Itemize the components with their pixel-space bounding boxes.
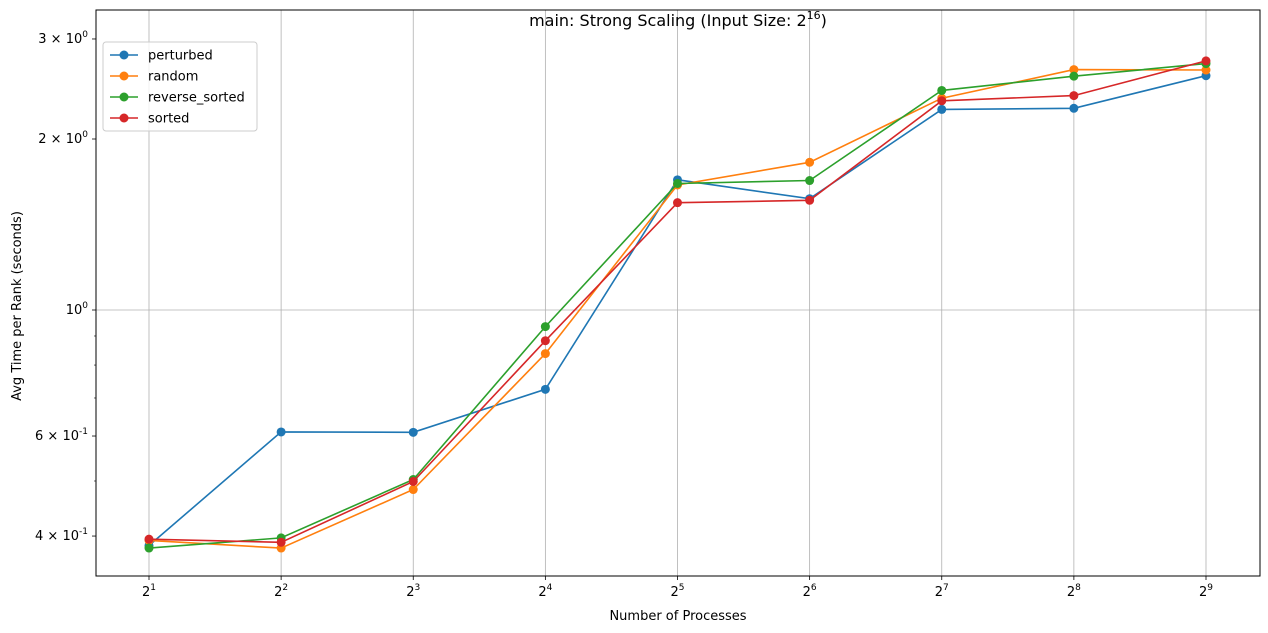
- data-point-reverse-sorted: [937, 85, 947, 95]
- x-tick-label: 27: [935, 583, 949, 600]
- data-point-perturbed: [408, 427, 418, 437]
- legend-label: reverse_sorted: [148, 91, 245, 106]
- data-point-reverse-sorted: [805, 176, 815, 186]
- data-point-reverse-sorted: [673, 178, 682, 188]
- x-tick-label: 25: [670, 583, 684, 600]
- y-tick-label: 3 × 100: [38, 30, 88, 47]
- data-point-reverse-sorted: [144, 543, 154, 553]
- x-axis-label: Number of Processes: [609, 609, 746, 624]
- series-sorted: [144, 56, 1211, 547]
- chart-title-exponent: 16: [807, 9, 821, 22]
- data-point-random: [1069, 65, 1079, 75]
- data-point-random: [805, 157, 815, 167]
- legend-swatch-marker: [119, 71, 129, 81]
- data-point-sorted: [540, 336, 550, 346]
- x-tick-label: 28: [1067, 583, 1081, 600]
- data-point-random: [408, 485, 418, 495]
- legend-item-sorted: sorted: [110, 112, 189, 127]
- data-point-reverse-sorted: [1069, 71, 1079, 81]
- legend-item-random: random: [110, 70, 198, 85]
- chart-title: main: Strong Scaling (Input Size: 216): [529, 9, 827, 30]
- x-tick-label: 22: [274, 583, 288, 600]
- x-tick-label: 29: [1199, 583, 1213, 600]
- tick-layer: 21 22 23 24 25 26 27 28 29 4 × 10-1 6 × 10-1 100 2 ×…: [35, 30, 1213, 600]
- y-axis-label: Avg Time per Rank (seconds): [10, 211, 25, 401]
- legend-label: random: [148, 70, 198, 85]
- y-tick-label: 4 × 10-1: [35, 527, 88, 544]
- data-point-sorted: [673, 198, 682, 208]
- legend-item-reverse-sorted: reverse_sorted: [110, 91, 245, 106]
- data-point-perturbed: [276, 427, 286, 437]
- legend-swatch-marker: [119, 113, 129, 123]
- legend-label: sorted: [148, 112, 189, 127]
- data-point-sorted: [1069, 91, 1079, 101]
- data-point-sorted: [144, 534, 154, 544]
- data-point-perturbed: [937, 104, 947, 114]
- data-point-sorted: [937, 96, 947, 106]
- legend-item-perturbed: perturbed: [110, 49, 213, 64]
- legend-label: perturbed: [148, 49, 213, 64]
- legend-box: [102, 41, 258, 132]
- series-layer: [144, 56, 1211, 553]
- x-tick-label: 26: [803, 583, 817, 600]
- legend-swatch-marker: [119, 92, 129, 102]
- legend-swatch-marker: [119, 50, 129, 60]
- data-point-sorted: [805, 195, 815, 205]
- data-point-sorted: [408, 476, 418, 486]
- data-point-perturbed: [540, 384, 550, 394]
- y-tick-label: 6 × 10-1: [35, 427, 88, 444]
- data-point-sorted: [1201, 56, 1211, 66]
- x-tick-label: 24: [538, 583, 552, 600]
- data-point-sorted: [276, 537, 286, 547]
- data-point-random: [540, 349, 550, 359]
- data-point-perturbed: [1069, 103, 1079, 113]
- data-point-random: [1201, 65, 1211, 75]
- x-tick-label: 21: [142, 583, 156, 600]
- y-tick-label: 2 × 100: [38, 130, 88, 147]
- data-point-reverse-sorted: [540, 322, 550, 332]
- x-tick-label: 23: [406, 583, 420, 600]
- plot-frame: [95, 9, 1261, 577]
- y-tick-label: 100: [66, 301, 89, 318]
